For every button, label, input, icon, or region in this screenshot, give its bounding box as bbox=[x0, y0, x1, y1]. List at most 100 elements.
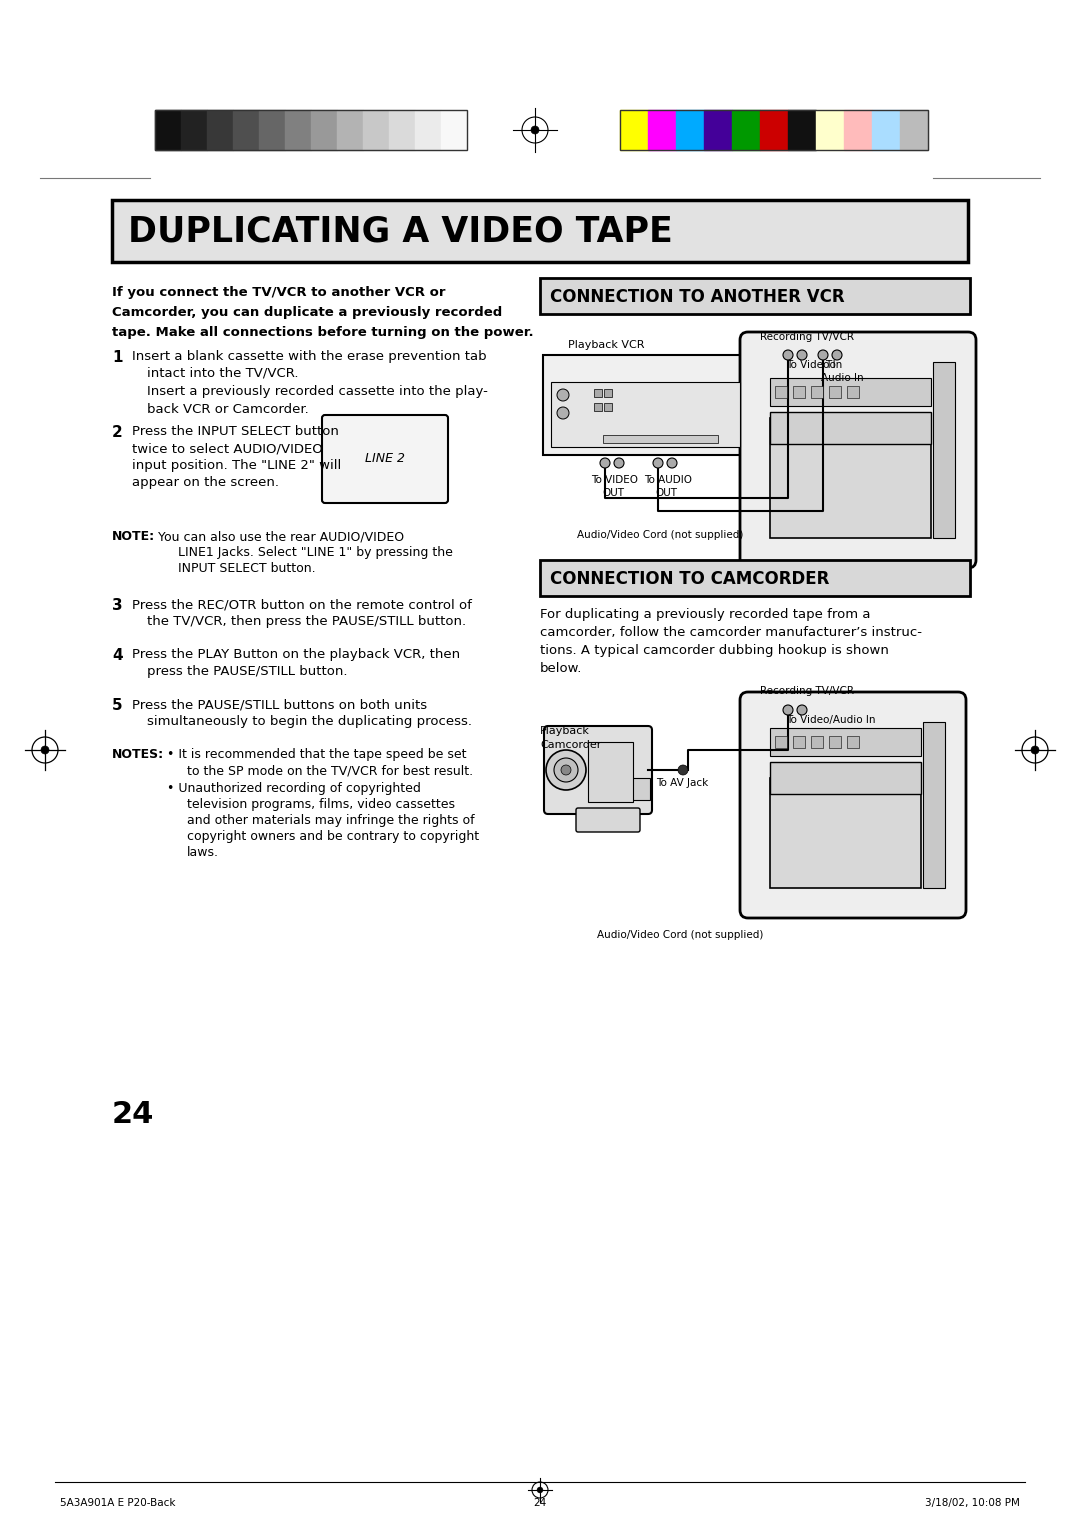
Bar bbox=[588, 743, 633, 802]
Bar bbox=[415, 110, 441, 150]
Text: laws.: laws. bbox=[187, 847, 219, 859]
Text: To AV Jack: To AV Jack bbox=[656, 778, 708, 788]
Circle shape bbox=[832, 350, 842, 361]
Circle shape bbox=[561, 766, 571, 775]
Text: camcorder, follow the camcorder manufacturer’s instruc-: camcorder, follow the camcorder manufact… bbox=[540, 626, 922, 639]
Circle shape bbox=[653, 458, 663, 468]
FancyBboxPatch shape bbox=[544, 726, 652, 814]
Bar bbox=[389, 110, 415, 150]
Text: To Video In: To Video In bbox=[786, 361, 842, 370]
Text: • It is recommended that the tape speed be set: • It is recommended that the tape speed … bbox=[167, 749, 467, 761]
Bar bbox=[704, 110, 732, 150]
Text: DUPLICATING A VIDEO TAPE: DUPLICATING A VIDEO TAPE bbox=[129, 215, 673, 249]
Circle shape bbox=[41, 746, 49, 753]
Bar bbox=[676, 110, 704, 150]
Text: 24: 24 bbox=[112, 1100, 154, 1129]
Bar bbox=[775, 387, 787, 397]
Text: 3/18/02, 10:08 PM: 3/18/02, 10:08 PM bbox=[926, 1497, 1020, 1508]
Circle shape bbox=[797, 350, 807, 361]
Bar bbox=[285, 110, 311, 150]
Text: tape. Make all connections before turning on the power.: tape. Make all connections before turnin… bbox=[112, 325, 534, 339]
Circle shape bbox=[537, 1487, 543, 1493]
Text: To Video/Audio In: To Video/Audio In bbox=[786, 715, 876, 724]
Bar bbox=[551, 382, 740, 448]
Text: appear on the screen.: appear on the screen. bbox=[132, 477, 279, 489]
Bar bbox=[207, 110, 233, 150]
Bar bbox=[811, 736, 823, 749]
Text: Press the PLAY Button on the playback VCR, then: Press the PLAY Button on the playback VC… bbox=[132, 648, 460, 662]
Text: For duplicating a previously recorded tape from a: For duplicating a previously recorded ta… bbox=[540, 608, 870, 620]
Text: twice to select AUDIO/VIDEO: twice to select AUDIO/VIDEO bbox=[132, 442, 323, 455]
Text: To: To bbox=[825, 361, 836, 370]
Bar bbox=[112, 200, 968, 261]
Text: 5A3A901A E P20-Back: 5A3A901A E P20-Back bbox=[60, 1497, 175, 1508]
Text: NOTES:: NOTES: bbox=[112, 749, 164, 761]
Bar bbox=[816, 110, 843, 150]
Text: simultaneously to begin the duplicating process.: simultaneously to begin the duplicating … bbox=[147, 715, 472, 727]
Circle shape bbox=[615, 458, 624, 468]
Circle shape bbox=[546, 750, 586, 790]
Text: Press the PAUSE/STILL buttons on both units: Press the PAUSE/STILL buttons on both un… bbox=[132, 698, 427, 711]
Bar bbox=[923, 723, 945, 888]
Text: Audio In: Audio In bbox=[821, 373, 864, 384]
Bar bbox=[630, 778, 650, 801]
Text: tions. A typical camcorder dubbing hookup is shown: tions. A typical camcorder dubbing hooku… bbox=[540, 643, 889, 657]
Circle shape bbox=[667, 458, 677, 468]
FancyBboxPatch shape bbox=[322, 416, 448, 503]
Text: LINE 2: LINE 2 bbox=[365, 452, 405, 466]
Text: Audio/Video Cord (not supplied): Audio/Video Cord (not supplied) bbox=[577, 530, 743, 539]
Text: INPUT SELECT button.: INPUT SELECT button. bbox=[178, 562, 315, 575]
Bar bbox=[363, 110, 389, 150]
Text: Playback: Playback bbox=[540, 726, 590, 736]
Text: • Unauthorized recording of copyrighted: • Unauthorized recording of copyrighted bbox=[167, 782, 421, 795]
Bar bbox=[788, 110, 816, 150]
FancyBboxPatch shape bbox=[576, 808, 640, 833]
Text: to the SP mode on the TV/VCR for best result.: to the SP mode on the TV/VCR for best re… bbox=[187, 764, 473, 778]
Bar bbox=[775, 736, 787, 749]
Text: Insert a blank cassette with the erase prevention tab: Insert a blank cassette with the erase p… bbox=[132, 350, 487, 364]
Text: below.: below. bbox=[540, 662, 582, 675]
Bar bbox=[337, 110, 363, 150]
Text: Recording TV/VCR: Recording TV/VCR bbox=[760, 686, 854, 695]
Text: LINE1 Jacks. Select "LINE 1" by pressing the: LINE1 Jacks. Select "LINE 1" by pressing… bbox=[178, 545, 453, 559]
Text: OUT: OUT bbox=[654, 487, 677, 498]
Bar bbox=[259, 110, 285, 150]
Text: You can also use the rear AUDIO/VIDEO: You can also use the rear AUDIO/VIDEO bbox=[158, 530, 404, 542]
Bar bbox=[604, 390, 612, 397]
FancyBboxPatch shape bbox=[740, 332, 976, 568]
Text: 24: 24 bbox=[534, 1497, 546, 1508]
Bar bbox=[311, 110, 337, 150]
Bar bbox=[770, 419, 931, 538]
Bar bbox=[540, 559, 970, 596]
Text: 1: 1 bbox=[112, 350, 122, 365]
Text: 2: 2 bbox=[112, 425, 123, 440]
Circle shape bbox=[554, 758, 578, 782]
Text: Audio/Video Cord (not supplied): Audio/Video Cord (not supplied) bbox=[597, 931, 764, 940]
Bar bbox=[648, 110, 676, 150]
Text: input position. The "LINE 2" will: input position. The "LINE 2" will bbox=[132, 458, 341, 472]
Text: CONNECTION TO CAMCORDER: CONNECTION TO CAMCORDER bbox=[550, 570, 829, 588]
Text: and other materials may infringe the rights of: and other materials may infringe the rig… bbox=[187, 814, 474, 827]
Bar bbox=[156, 110, 181, 150]
Bar bbox=[793, 736, 805, 749]
Text: press the PAUSE/STILL button.: press the PAUSE/STILL button. bbox=[147, 665, 348, 678]
Text: television programs, films, video cassettes: television programs, films, video casset… bbox=[187, 798, 455, 811]
Bar bbox=[770, 377, 931, 406]
Text: back VCR or Camcorder.: back VCR or Camcorder. bbox=[147, 403, 309, 416]
Text: copyright owners and be contrary to copyright: copyright owners and be contrary to copy… bbox=[187, 830, 480, 843]
Bar bbox=[233, 110, 259, 150]
Bar bbox=[843, 110, 872, 150]
Text: the TV/VCR, then press the PAUSE/STILL button.: the TV/VCR, then press the PAUSE/STILL b… bbox=[147, 614, 467, 628]
Text: If you connect the TV/VCR to another VCR or: If you connect the TV/VCR to another VCR… bbox=[112, 286, 446, 299]
Text: 4: 4 bbox=[112, 648, 123, 663]
Bar bbox=[770, 727, 921, 756]
Circle shape bbox=[600, 458, 610, 468]
Circle shape bbox=[783, 350, 793, 361]
Bar bbox=[620, 110, 648, 150]
Text: Playback VCR: Playback VCR bbox=[568, 341, 645, 350]
Bar bbox=[594, 403, 602, 411]
Bar bbox=[847, 387, 859, 397]
Text: NOTE:: NOTE: bbox=[112, 530, 156, 542]
Text: To AUDIO: To AUDIO bbox=[644, 475, 692, 484]
Bar bbox=[732, 110, 760, 150]
